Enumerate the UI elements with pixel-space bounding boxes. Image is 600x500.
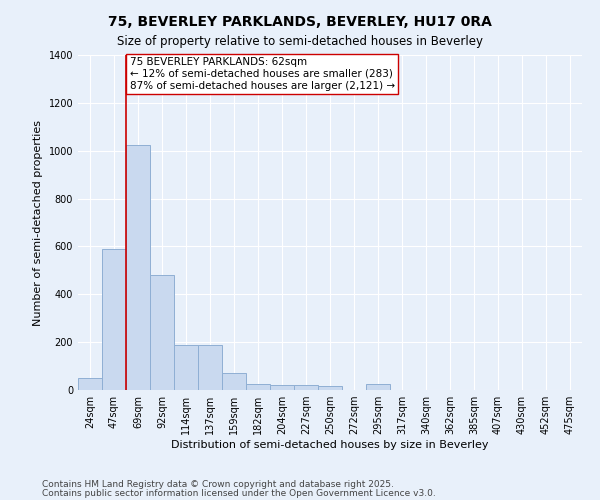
Text: 75 BEVERLEY PARKLANDS: 62sqm
← 12% of semi-detached houses are smaller (283)
87%: 75 BEVERLEY PARKLANDS: 62sqm ← 12% of se…: [130, 58, 395, 90]
Bar: [366, 384, 390, 390]
Bar: [102, 249, 126, 390]
Bar: [174, 344, 198, 390]
Bar: [78, 378, 102, 390]
Bar: [246, 384, 270, 390]
Bar: [318, 386, 342, 390]
Text: 75, BEVERLEY PARKLANDS, BEVERLEY, HU17 0RA: 75, BEVERLEY PARKLANDS, BEVERLEY, HU17 0…: [108, 15, 492, 29]
Text: Contains public sector information licensed under the Open Government Licence v3: Contains public sector information licen…: [42, 488, 436, 498]
Bar: [150, 275, 174, 390]
Y-axis label: Number of semi-detached properties: Number of semi-detached properties: [33, 120, 43, 326]
X-axis label: Distribution of semi-detached houses by size in Beverley: Distribution of semi-detached houses by …: [171, 440, 489, 450]
Text: Contains HM Land Registry data © Crown copyright and database right 2025.: Contains HM Land Registry data © Crown c…: [42, 480, 394, 489]
Bar: [294, 385, 318, 390]
Bar: [198, 344, 222, 390]
Bar: [126, 144, 150, 390]
Text: Size of property relative to semi-detached houses in Beverley: Size of property relative to semi-detach…: [117, 35, 483, 48]
Bar: [222, 373, 246, 390]
Bar: [270, 385, 294, 390]
